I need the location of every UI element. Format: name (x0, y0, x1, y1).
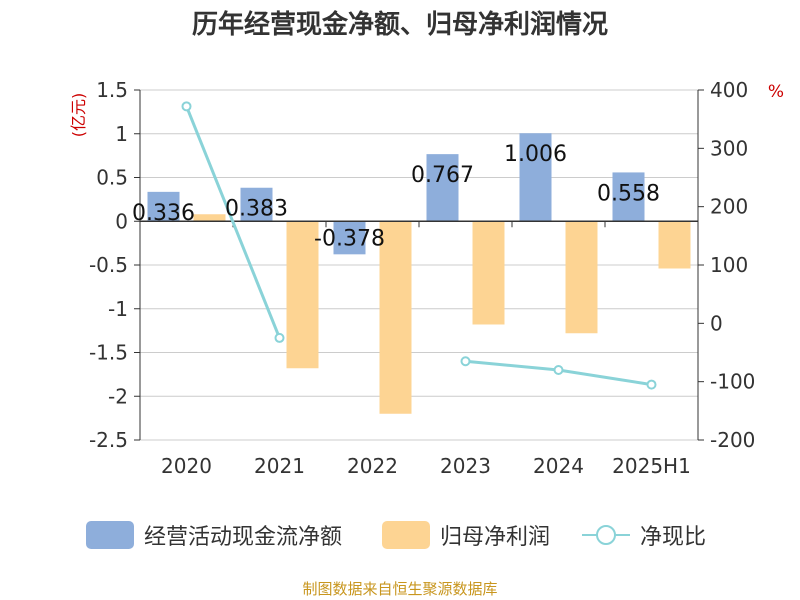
x-tick-label: 2023 (440, 454, 491, 478)
bar (286, 221, 319, 369)
bar (658, 221, 691, 269)
y-right-tick-label: -200 (710, 428, 755, 452)
y-right-axis-title: % (768, 82, 784, 102)
y-left-tick-label: 1 (115, 122, 128, 146)
line-point (553, 365, 564, 375)
x-tick-label: 2020 (161, 454, 212, 478)
line-point (646, 379, 657, 390)
bar-series (147, 133, 691, 414)
y-left-tick-label: -1.5 (89, 341, 128, 365)
legend-line-marker-icon (582, 525, 630, 545)
legend-label-cashflow: 经营活动现金流净额 (144, 525, 343, 550)
legend-item-cashflow[interactable]: 经营活动现金流净额 (86, 518, 342, 552)
chart-title: 历年经营现金净额、归母净利润情况 (191, 10, 608, 40)
y-left-tick-label: -2.5 (89, 428, 128, 452)
bar (519, 133, 552, 222)
y-right-tick-label: 200 (710, 195, 748, 219)
bar (240, 187, 273, 222)
bar (565, 221, 598, 334)
x-tick-label: 2021 (254, 454, 305, 478)
y-left-tick-label: -0.5 (89, 253, 128, 277)
y-right-tick-label: 0 (710, 311, 723, 335)
legend-swatch-netprofit (382, 521, 430, 549)
y-right-tick-label: 400 (710, 78, 748, 102)
axes: 1.5 1 0.5 0 -0.5 -1 -1.5 -2 -2.5 400 300 200 100 0 -10… (89, 78, 755, 478)
legend-label-ratio: 净现比 (640, 525, 707, 550)
data-label: 0.558 (597, 181, 660, 206)
bar (472, 221, 505, 325)
y-right-tick-label: -100 (710, 370, 755, 394)
y-left-tick-label: 0 (115, 209, 128, 233)
y-left-axis-title: (亿元) (69, 93, 88, 138)
source-note: 制图数据来自恒生聚源数据库 (302, 580, 498, 598)
bar (147, 191, 180, 222)
data-label: 0.336 (132, 201, 195, 226)
line-point (181, 101, 192, 112)
bar (612, 172, 645, 222)
legend-item-netprofit[interactable]: 归母净利润 (382, 518, 550, 552)
data-label: -0.378 (314, 226, 385, 251)
legend-swatch-cashflow (86, 521, 134, 549)
bar (333, 221, 366, 255)
line-point (274, 332, 285, 343)
y-left-tick-label: -2 (108, 384, 128, 408)
bar (193, 214, 226, 222)
legend: 经营活动现金流净额 归母净利润 净现比 (0, 518, 800, 552)
data-label: 1.006 (504, 142, 567, 167)
line-series (181, 101, 657, 390)
grid-lines (140, 89, 698, 441)
x-tick-label: 2024 (533, 454, 584, 478)
bar (379, 221, 412, 414)
data-label: 0.383 (225, 197, 288, 222)
legend-label-netprofit: 归母净利润 (440, 525, 551, 550)
data-labels: 0.336 0.383 -0.378 0.767 1.006 0.558 (132, 142, 660, 251)
bar (426, 154, 459, 222)
x-tick-label: 2022 (347, 454, 398, 478)
line-point (460, 356, 471, 367)
y-right-tick-label: 300 (710, 136, 748, 160)
x-tick-label: 2025H1 (612, 454, 691, 478)
y-left-tick-label: 0.5 (96, 166, 128, 190)
y-right-tick-label: 100 (710, 253, 748, 277)
legend-item-ratio[interactable]: 净现比 (582, 518, 706, 552)
y-left-tick-label: 1.5 (96, 78, 128, 102)
y-left-tick-label: -1 (108, 297, 128, 321)
data-label: 0.767 (411, 163, 474, 188)
line-segment (185, 105, 281, 339)
